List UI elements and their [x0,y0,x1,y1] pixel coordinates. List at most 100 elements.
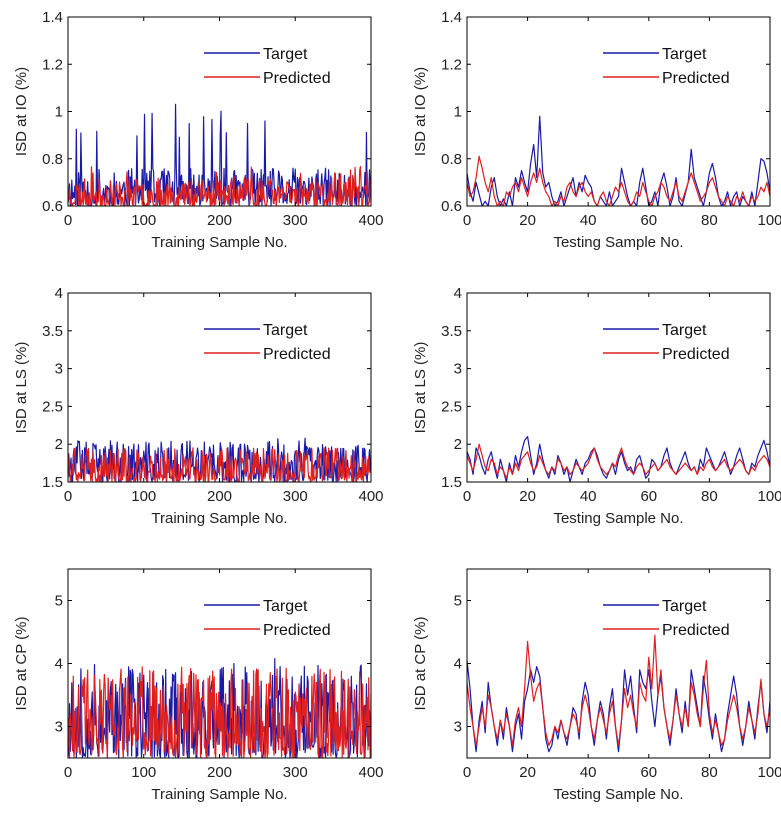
x-tick-label: 300 [283,764,308,781]
x-tick-label: 100 [757,488,781,505]
plot-area [466,292,771,483]
x-axis-label: Testing Sample No. [553,786,683,803]
panel-train-ls: 0 100 200 300 400 1.5 2 2.5 3 3.5 4 Training Sample… [13,285,384,527]
y-tick-label: 4 [55,285,63,302]
legend: Target Predicted [603,322,730,363]
plot-area [466,16,771,207]
x-tick-label: 80 [701,764,718,781]
y-axis-label: ISD at CP (%) [13,617,30,711]
y-tick-label: 0.6 [441,198,462,215]
y-tick-label: 5 [55,593,63,610]
legend-label-predicted: Predicted [263,70,331,87]
series-line-predicted [68,666,371,758]
y-axis-label: ISD at CP (%) [412,617,429,711]
x-tick-label: 40 [580,764,597,781]
y-tick-label: 2.5 [441,398,462,415]
y-tick-label: 1.2 [42,56,63,73]
legend-label-target: Target [263,322,308,339]
y-tick-label: 2.5 [42,398,63,415]
legend: Target Predicted [204,322,331,363]
x-tick-label: 0 [463,764,471,781]
y-tick-label: 3 [454,361,462,378]
x-tick-label: 80 [701,212,718,229]
x-tick-label: 100 [131,212,156,229]
series-line-target [467,115,770,206]
x-tick-label: 40 [580,488,597,505]
y-tick-label: 1.5 [441,474,462,491]
x-tick-label: 400 [358,488,383,505]
legend-label-target: Target [662,598,707,615]
y-axis-label: ISD at IO (%) [412,67,429,156]
panel-test-cp: 0 20 40 60 80 100 3 4 5 Testing Sample No. ISD at … [412,568,781,803]
y-tick-label: 3.5 [441,323,462,340]
x-axis-label: Testing Sample No. [553,510,683,527]
legend-label-target: Target [263,46,308,63]
panel-train-cp: 0 100 200 300 400 3 4 5 Training Sample No. ISD a… [13,568,384,803]
x-tick-label: 0 [463,212,471,229]
x-tick-label: 0 [463,488,471,505]
x-tick-label: 100 [757,212,781,229]
y-axis-label: ISD at LS (%) [412,342,429,434]
x-axis-label: Training Sample No. [151,510,287,527]
series-line-target [467,436,770,482]
y-tick-label: 4 [454,285,462,302]
y-tick-label: 3.5 [42,323,63,340]
y-tick-label: 1.2 [441,56,462,73]
x-tick-label: 100 [131,488,156,505]
series-line-predicted [68,447,371,482]
y-tick-label: 0.8 [441,151,462,168]
y-tick-label: 0.8 [42,151,63,168]
x-tick-label: 20 [519,764,536,781]
x-axis-label: Training Sample No. [151,786,287,803]
legend-label-target: Target [662,46,707,63]
x-tick-label: 80 [701,488,718,505]
series-line-predicted [467,443,770,479]
panel-test-ls: 0 20 40 60 80 100 1.5 2 2.5 3 3.5 4 Testing Sample N… [412,285,781,527]
legend: Target Predicted [603,46,730,87]
legend-label-predicted: Predicted [662,70,730,87]
x-tick-label: 0 [64,212,72,229]
x-tick-label: 0 [64,764,72,781]
series-line-predicted [467,155,770,206]
x-tick-label: 60 [640,212,657,229]
legend-label-predicted: Predicted [662,346,730,363]
plot-area [466,568,771,759]
y-tick-label: 3 [55,719,63,736]
x-tick-label: 0 [64,488,72,505]
y-tick-label: 0.6 [42,198,63,215]
legend-label-predicted: Predicted [263,346,331,363]
x-tick-label: 20 [519,212,536,229]
y-tick-label: 3 [454,719,462,736]
x-tick-label: 100 [131,764,156,781]
panel-test-io: 0 20 40 60 80 100 0.6 0.8 1 1.2 1.4 Testing Sample … [412,9,781,251]
x-tick-label: 200 [207,488,232,505]
x-tick-label: 60 [640,488,657,505]
y-tick-label: 1.4 [441,9,462,26]
legend-label-target: Target [662,322,707,339]
y-tick-label: 2 [55,436,63,453]
legend-label-predicted: Predicted [662,622,730,639]
y-axis-label: ISD at IO (%) [13,67,30,156]
x-tick-label: 100 [757,764,781,781]
x-tick-label: 20 [519,488,536,505]
x-tick-label: 200 [207,764,232,781]
y-tick-label: 2 [454,436,462,453]
y-tick-label: 1 [454,104,462,121]
legend-label-predicted: Predicted [263,622,331,639]
y-tick-label: 5 [454,593,462,610]
x-tick-label: 300 [283,212,308,229]
x-axis-label: Training Sample No. [151,234,287,251]
legend-label-target: Target [263,598,308,615]
x-tick-label: 400 [358,764,383,781]
y-tick-label: 4 [55,656,63,673]
y-tick-label: 4 [454,656,462,673]
y-tick-label: 3 [55,361,63,378]
y-axis-label: ISD at LS (%) [13,342,30,434]
x-tick-label: 60 [640,764,657,781]
legend: Target Predicted [603,598,730,639]
x-axis-label: Testing Sample No. [553,234,683,251]
series-line-predicted [467,634,770,746]
panel-train-io: 0 100 200 300 400 0.6 0.8 1 1.2 1.4 Training Sampl… [13,9,384,251]
y-tick-label: 1 [55,104,63,121]
